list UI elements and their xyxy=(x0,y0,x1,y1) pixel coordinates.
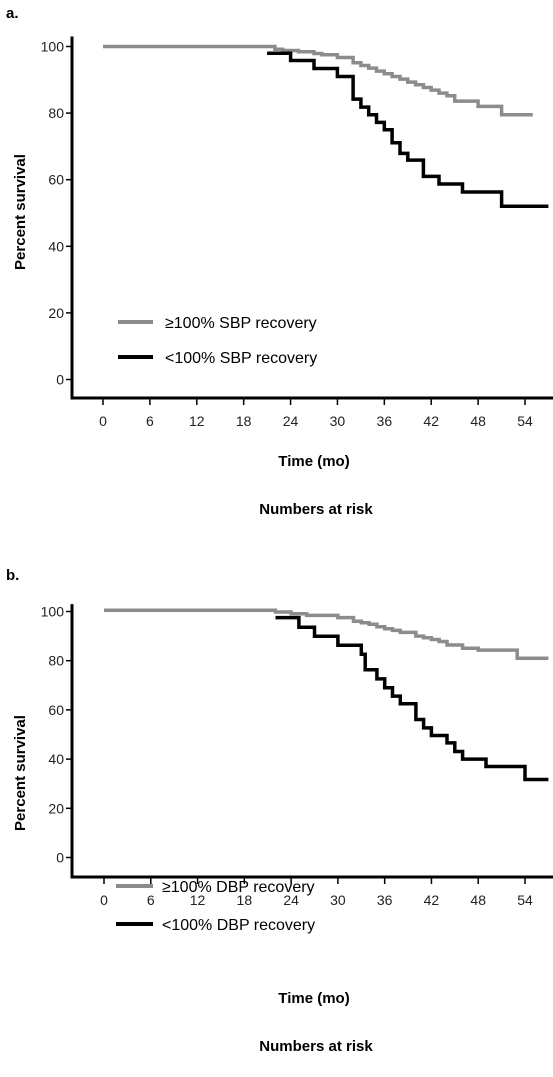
legend-label: <100% DBP recovery xyxy=(162,917,315,934)
x-tick-label: 48 xyxy=(470,892,486,908)
x-axis-title: Time (mo) xyxy=(278,453,349,470)
y-tick-label: 40 xyxy=(48,751,64,767)
x-tick-label: 0 xyxy=(100,892,108,908)
x-tick-label: 0 xyxy=(99,413,107,429)
numbers-at-risk-label: Numbers at risk xyxy=(259,1038,373,1055)
y-axis-title: Percent survival xyxy=(12,715,29,831)
series-line-partial-recovery xyxy=(267,53,548,206)
y-tick-label: 80 xyxy=(48,653,64,669)
numbers-at-risk-label: Numbers at risk xyxy=(259,501,373,518)
y-tick-label: 80 xyxy=(48,105,64,121)
y-tick-label: 40 xyxy=(48,238,64,254)
legend-label: ≥100% SBP recovery xyxy=(165,315,317,332)
x-tick-label: 54 xyxy=(517,413,533,429)
y-tick-label: 60 xyxy=(48,702,64,718)
y-axis-title: Percent survival xyxy=(12,154,29,270)
series-line-full-recovery xyxy=(104,610,548,658)
x-tick-label: 36 xyxy=(377,892,393,908)
legend-label: ≥100% DBP recovery xyxy=(162,879,315,896)
y-tick-label: 0 xyxy=(56,850,64,866)
x-tick-label: 12 xyxy=(189,413,205,429)
x-tick-label: 18 xyxy=(236,413,252,429)
x-tick-label: 54 xyxy=(517,892,533,908)
chart-panel-a: a. 0 20 40 60 80 100 0 6 12 18 24 30 36 42 48 54 Time (mo… xyxy=(6,5,553,518)
series-line-partial-recovery xyxy=(276,618,549,780)
x-tick-label: 30 xyxy=(330,413,346,429)
x-tick-label: 6 xyxy=(147,892,155,908)
x-axis-title: Time (mo) xyxy=(278,990,349,1007)
x-tick-label: 42 xyxy=(424,892,440,908)
y-tick-label: 20 xyxy=(48,800,64,816)
x-tick-label: 36 xyxy=(377,413,393,429)
x-tick-label: 30 xyxy=(330,892,346,908)
y-tick-label: 100 xyxy=(41,39,65,55)
y-tick-label: 100 xyxy=(41,604,65,620)
x-tick-label: 42 xyxy=(423,413,439,429)
series-line-full-recovery xyxy=(103,47,533,115)
panel-label: a. xyxy=(6,5,19,22)
x-tick-label: 48 xyxy=(470,413,486,429)
x-tick-label: 6 xyxy=(146,413,154,429)
panel-label: b. xyxy=(6,567,19,584)
y-tick-label: 20 xyxy=(48,305,64,321)
y-tick-label: 60 xyxy=(48,172,64,188)
y-tick-label: 0 xyxy=(56,372,64,388)
legend-label: <100% SBP recovery xyxy=(165,350,317,367)
x-tick-label: 24 xyxy=(283,413,299,429)
